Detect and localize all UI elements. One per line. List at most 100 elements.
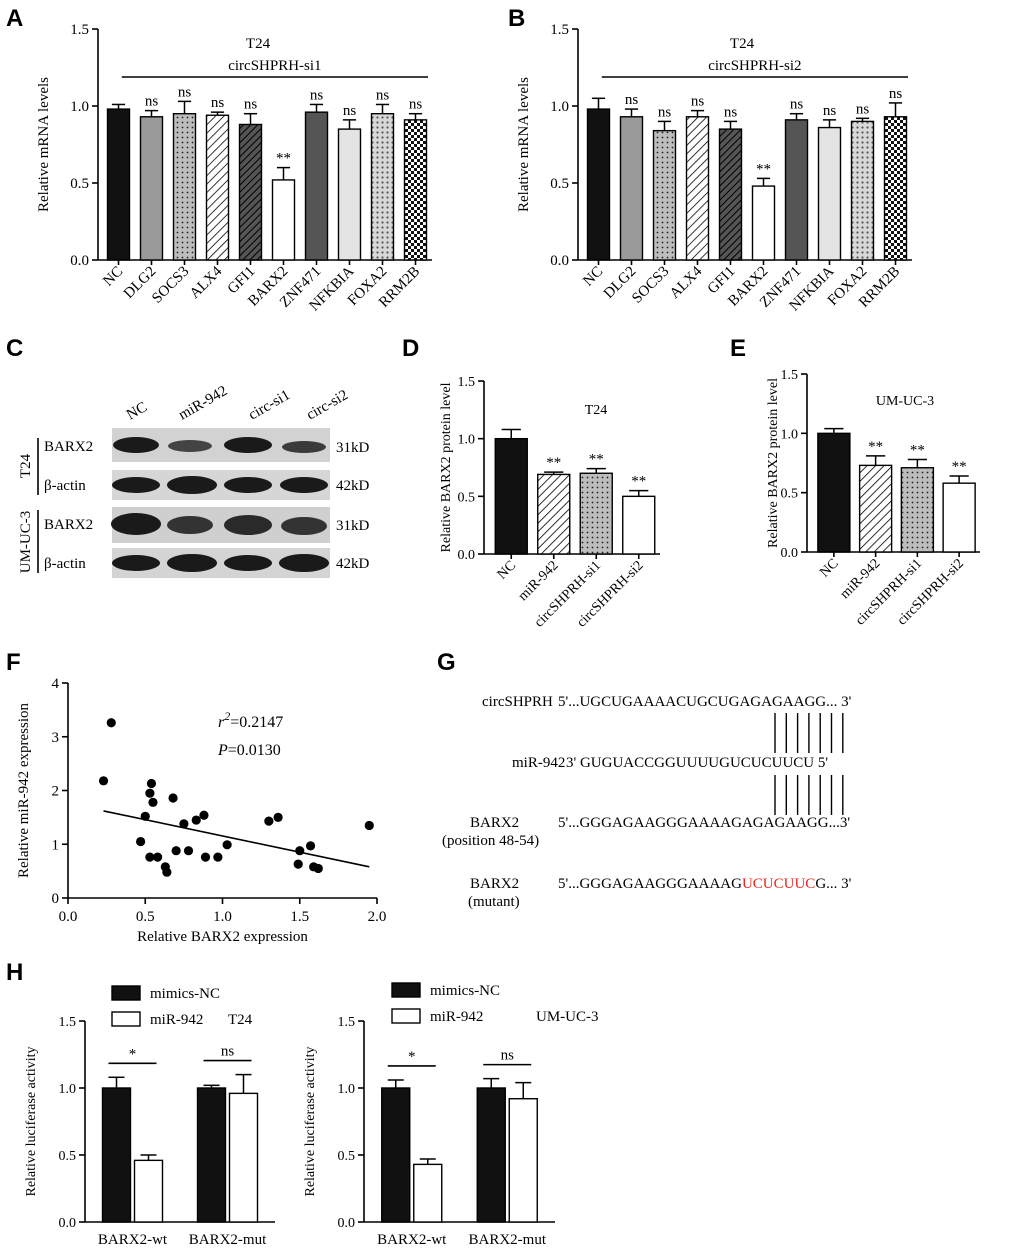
x-tick-label: 1.0 xyxy=(213,909,232,925)
r-squared-label: r2=0.2147 xyxy=(218,709,283,731)
significance-label: ns xyxy=(658,104,672,120)
y-tick-label: 1.0 xyxy=(781,427,799,442)
x-tick-label: SOCS3 xyxy=(149,264,192,307)
chart-title: T24 xyxy=(730,36,755,52)
x-tick-label: BARX2-wt xyxy=(377,1232,447,1248)
x-tick-label: NC xyxy=(817,556,841,580)
x-tick-label: BARX2-mut xyxy=(189,1232,267,1248)
y-tick-label: 3 xyxy=(52,730,60,746)
chart-h-luciferase-umuc3: 0.0 0.5 1.0 1.5 Relative luciferase activity… xyxy=(303,982,599,1248)
significance-label: ns xyxy=(145,94,159,110)
significance-label: ** xyxy=(276,151,291,167)
cell-line-label: UM-UC-3 xyxy=(18,511,34,574)
scatter-point xyxy=(213,852,223,862)
legend-swatch xyxy=(111,1011,141,1027)
x-tick-label: 0.5 xyxy=(136,909,155,925)
bar-rrm2b xyxy=(883,116,908,261)
blot-band xyxy=(279,554,329,572)
bar-mimics-nc xyxy=(101,1087,132,1223)
legend-label: miR-942 xyxy=(430,1009,483,1025)
x-tick-label: ALX4 xyxy=(187,263,226,302)
x-tick-label: 2.0 xyxy=(368,909,387,925)
scatter-point xyxy=(98,776,109,786)
base-pair-lines-bottom xyxy=(774,775,844,815)
scatter-point xyxy=(305,841,316,851)
scatter-point xyxy=(199,810,209,820)
y-tick-label: 0.5 xyxy=(550,176,569,192)
panel-label-e: E xyxy=(730,335,746,362)
significance-label: ** xyxy=(910,442,925,458)
significance-label: ns xyxy=(343,103,357,119)
seq-mutant-bases: UCUCUUC xyxy=(742,876,815,892)
y-tick-label: 1.0 xyxy=(338,1082,356,1097)
legend-label: mimics-NC xyxy=(430,983,500,999)
blot-band xyxy=(224,477,272,493)
scatter-point xyxy=(183,846,194,856)
significance-label: ns xyxy=(790,97,804,113)
blot-band xyxy=(282,441,326,453)
seq-label-mir942: miR-942 xyxy=(512,755,565,771)
chart-d-protein-t24: 0.0 0.5 1.0 1.5 Relative BARX2 protein level… xyxy=(439,375,660,630)
blot-band xyxy=(224,515,272,535)
y-tick-label: 0.0 xyxy=(781,546,799,561)
significance-label: ns xyxy=(625,92,639,108)
scatter-point xyxy=(293,859,303,869)
scatter-point xyxy=(200,852,211,862)
scatter-point xyxy=(145,788,155,798)
bar-foxa2 xyxy=(850,120,875,261)
significance-label: ** xyxy=(631,474,646,490)
bar-nc xyxy=(817,432,851,553)
p-value-label: P=0.0130 xyxy=(217,742,281,759)
scatter-point xyxy=(179,819,189,829)
seq-barx2-mutant: 5'...GGGAGAAGGGAAAAGUCUCUUCG... 3' xyxy=(558,876,852,892)
y-tick-label: 0.0 xyxy=(458,548,476,563)
sequence-alignment: circSHPRH 5'...UGCUGAAAACUGCUGAGAGAAGG..… xyxy=(442,694,852,910)
blot-band xyxy=(111,513,161,535)
bar-circshprh-si2 xyxy=(622,495,656,555)
bar-dlg2 xyxy=(619,116,644,261)
western-blot: NC miR-942 circ-si1 circ-si2 T24 UM-UC-3… xyxy=(18,383,370,578)
y-axis-label: Relative luciferase activity xyxy=(303,1046,318,1196)
significance-label: ns xyxy=(376,87,390,103)
y-tick-label: 0.5 xyxy=(70,176,89,192)
panel-label-g: G xyxy=(437,649,456,676)
blot-lane-label: circ-si2 xyxy=(304,387,351,423)
bar-rrm2b xyxy=(403,119,428,261)
significance-label: ns xyxy=(889,86,903,102)
y-tick-label: 0.5 xyxy=(458,490,476,505)
y-tick-label: 0.0 xyxy=(338,1216,356,1231)
x-tick-label: ALX4 xyxy=(667,263,706,302)
scatter-point xyxy=(191,815,201,825)
y-tick-label: 0.5 xyxy=(338,1149,356,1164)
protein-label: β-actin xyxy=(44,478,86,494)
blot-band xyxy=(224,555,272,571)
seq-label-circshprh: circSHPRH xyxy=(482,694,553,710)
significance-label: ** xyxy=(952,459,967,475)
protein-label: β-actin xyxy=(44,556,86,572)
y-axis-label: Relative BARX2 protein level xyxy=(439,382,454,552)
scatter-point xyxy=(171,846,181,856)
bar-circshprh-si1 xyxy=(579,472,613,555)
y-tick-label: 1 xyxy=(52,837,60,853)
panel-label-f: F xyxy=(6,649,21,676)
blot-band xyxy=(113,437,159,453)
y-tick-label: 1.5 xyxy=(781,368,799,383)
bar-nc xyxy=(494,437,528,555)
bar-mir-942 xyxy=(508,1098,538,1223)
scatter-point xyxy=(168,793,178,803)
legend-swatch xyxy=(111,985,141,1001)
bar-mir-942 xyxy=(537,473,571,555)
blot-lane-label: NC xyxy=(124,399,150,423)
significance-label: ** xyxy=(546,455,561,471)
bar-nfkbia xyxy=(337,128,362,261)
x-axis-label: Relative BARX2 expression xyxy=(137,929,308,945)
scatter-point xyxy=(313,863,323,874)
blot-band xyxy=(224,437,272,453)
significance-label: ns xyxy=(823,103,837,119)
bar-dlg2 xyxy=(139,116,164,261)
y-tick-label: 1.5 xyxy=(550,22,569,38)
y-axis-label: Relative miR-942 expression xyxy=(16,703,32,878)
x-tick-label: SOCS3 xyxy=(629,264,672,307)
